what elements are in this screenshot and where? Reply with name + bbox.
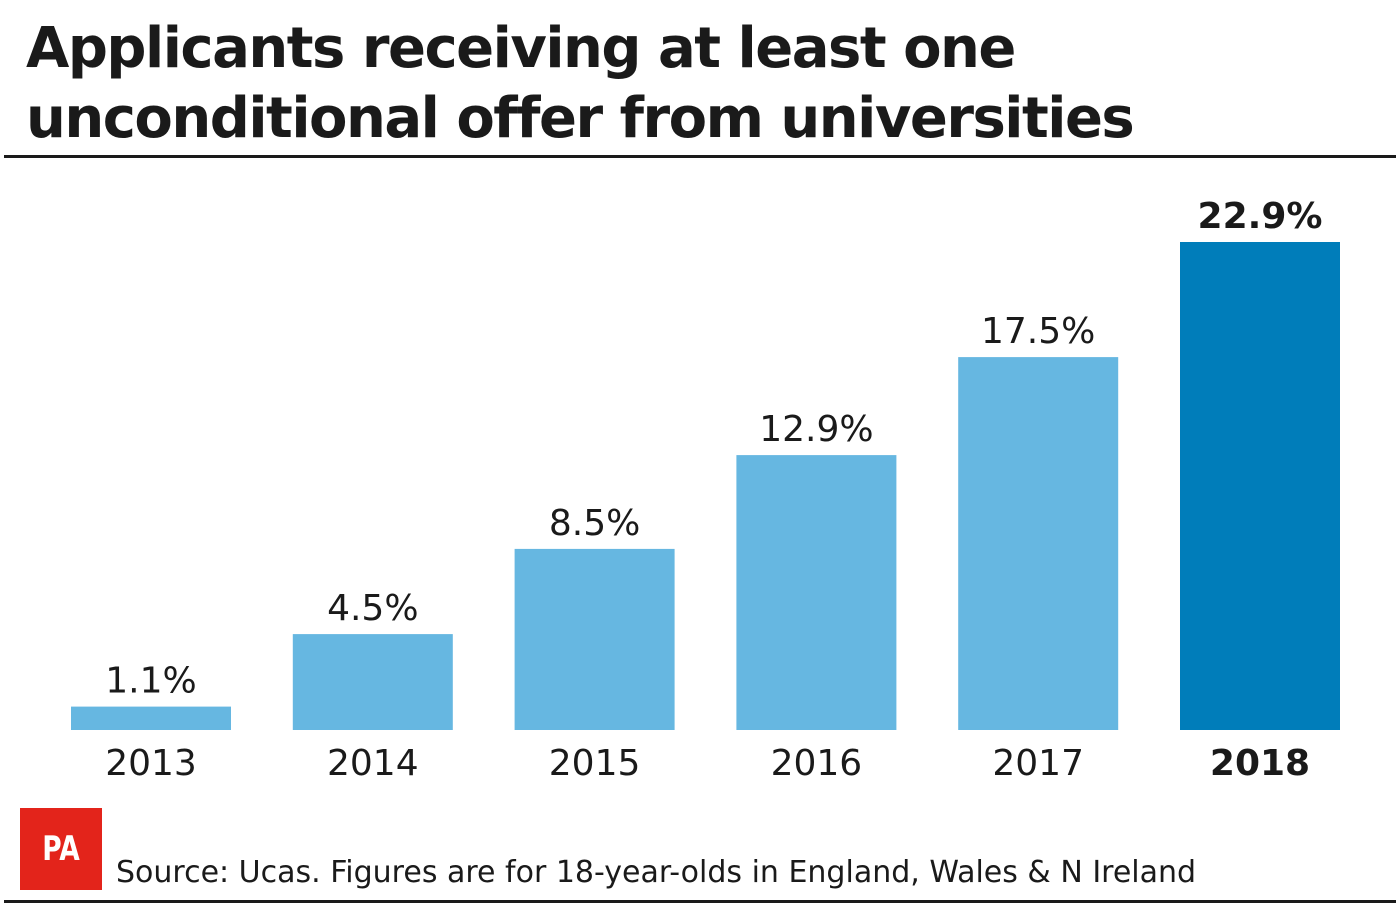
bottom-divider: [4, 900, 1396, 903]
title-divider: [4, 155, 1396, 158]
x-tick-label-2013: 2013: [105, 743, 197, 784]
value-label-2018: 22.9%: [1198, 196, 1323, 237]
pa-logo: PA: [20, 808, 102, 890]
chart-title: Applicants receiving at least one uncond…: [26, 16, 1135, 151]
bars-layer: [71, 242, 1340, 730]
value-label-2016: 12.9%: [759, 409, 873, 450]
value-label-2015: 8.5%: [549, 503, 640, 544]
bar-2013: [71, 706, 231, 730]
value-label-2017: 17.5%: [981, 311, 1095, 352]
bar-2015: [514, 548, 675, 730]
bar-2017: [958, 357, 1119, 730]
x-tick-label-2017: 2017: [992, 743, 1084, 784]
bar-chart: 1.1% 4.5% 8.5% 12.9% 17.5% 22.9% 2013 2014 2015…: [71, 196, 1340, 784]
value-label-2013: 1.1%: [105, 661, 196, 702]
x-tick-label-2015: 2015: [549, 743, 641, 784]
bar-2016: [736, 455, 897, 730]
value-label-2014: 4.5%: [327, 588, 418, 629]
value-labels-layer: 1.1% 4.5% 8.5% 12.9% 17.5% 22.9%: [105, 196, 1322, 702]
x-tick-label-2018: 2018: [1210, 743, 1310, 784]
x-tick-labels-layer: 2013 2014 2015 2016 2017 2018: [105, 743, 1310, 784]
bar-2018: [1180, 242, 1340, 730]
x-tick-label-2016: 2016: [771, 743, 863, 784]
source-note: Source: Ucas. Figures are for 18-year-ol…: [116, 855, 1197, 890]
bar-2014: [292, 634, 453, 730]
x-tick-label-2014: 2014: [327, 743, 419, 784]
pa-logo-text: PA: [42, 829, 80, 869]
